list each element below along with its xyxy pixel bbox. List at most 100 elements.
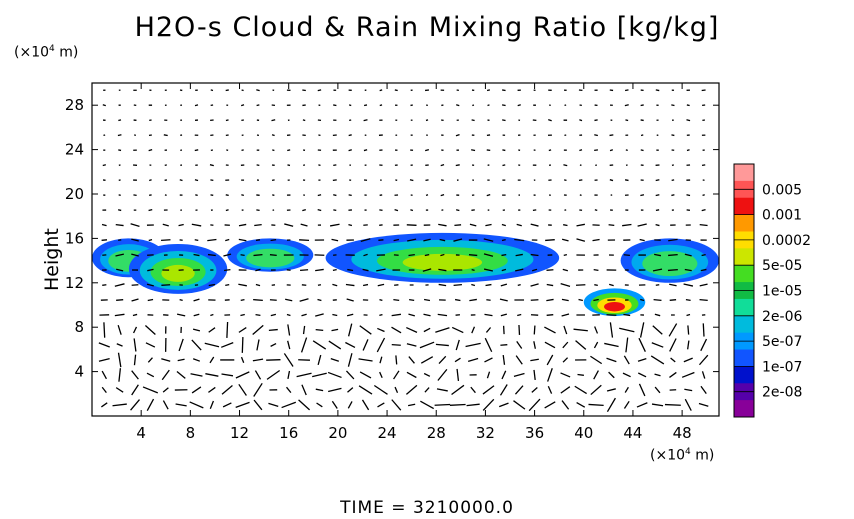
wind-arrow: [191, 386, 202, 394]
wind-arrow: [699, 223, 708, 227]
wind-arrow: [469, 223, 477, 227]
colorbar-swatch: [734, 248, 754, 266]
wind-arrow: [190, 373, 203, 377]
wind-arrow: [408, 356, 415, 364]
wind-arrow: [410, 209, 414, 212]
wind-arrow: [102, 284, 107, 286]
wind-arrow: [148, 238, 153, 242]
wind-arrow: [360, 238, 371, 243]
wind-arrow: [147, 298, 154, 302]
y-tick-label: 16: [65, 229, 84, 247]
colorbar-label: 0.001: [762, 208, 802, 224]
wind-arrow: [100, 402, 108, 408]
wind-arrow: [225, 283, 230, 287]
wind-arrow: [162, 387, 169, 393]
wind-arrow: [268, 402, 279, 408]
wind-arrow: [514, 238, 525, 242]
wind-arrow: [132, 313, 138, 317]
wind-arrow: [363, 253, 368, 257]
wind-arrow: [393, 238, 400, 242]
wind-arrow: [530, 283, 539, 287]
wind-arrow: [502, 354, 506, 365]
wind-arrow: [424, 253, 430, 257]
wind-arrow: [606, 357, 617, 363]
wind-arrow: [468, 254, 478, 257]
wind-arrow: [440, 164, 445, 167]
wind-arrow: [408, 313, 415, 317]
colorbar-swatch: [734, 265, 754, 283]
wind-arrow: [683, 357, 693, 363]
y-tick-label: 24: [65, 141, 84, 159]
wind-arrow: [331, 400, 338, 409]
wind-arrow: [194, 179, 199, 182]
wind-arrow: [484, 337, 493, 353]
wind-arrow: [563, 224, 568, 227]
wind-arrow: [513, 400, 526, 410]
wind-arrow: [669, 371, 677, 378]
wind-arrow: [178, 223, 184, 227]
wind-arrow: [668, 238, 678, 242]
wind-arrow: [302, 119, 306, 122]
wind-arrow: [517, 283, 521, 287]
wind-arrow: [683, 283, 694, 287]
x-axis: 4 8 12 16 20 24 28 32 36 40 44 48: [136, 83, 692, 442]
wind-arrow: [271, 119, 276, 122]
wind-arrow: [684, 268, 692, 272]
wind-arrow: [133, 194, 137, 197]
wind-arrow: [193, 298, 200, 302]
wind-arrow: [654, 253, 662, 257]
wind-arrow: [179, 298, 183, 302]
wind-arrow: [193, 253, 200, 257]
wind-arrow: [268, 328, 278, 332]
wind-arrow: [425, 119, 429, 122]
wind-arrow: [547, 385, 553, 394]
wind-arrow: [484, 357, 493, 363]
wind-arrow: [145, 342, 156, 348]
wind-arrow: [302, 89, 306, 92]
wind-arrow: [115, 253, 124, 257]
wind-arrow: [177, 358, 185, 362]
wind-arrow: [238, 223, 247, 227]
wind-arrow: [439, 238, 446, 242]
wind-arrow: [272, 194, 275, 197]
wind-arrow: [362, 339, 369, 351]
wind-arrow: [299, 298, 309, 302]
wind-arrow: [270, 342, 277, 347]
wind-arrow: [544, 341, 556, 349]
wind-arrow: [238, 283, 247, 287]
wind-arrow: [164, 164, 167, 167]
x-tick-label: 28: [427, 424, 446, 442]
wind-arrow: [332, 313, 338, 317]
wind-arrow: [391, 399, 402, 411]
wind-arrow: [391, 326, 402, 334]
wind-arrow: [449, 403, 466, 406]
wind-arrow: [315, 388, 324, 392]
wind-arrow: [625, 149, 628, 152]
wind-arrow: [376, 337, 386, 353]
wind-arrow: [266, 369, 281, 380]
wind-arrow: [345, 370, 355, 380]
wind-arrow: [671, 104, 675, 107]
wind-arrow: [499, 298, 508, 302]
wind-arrow: [391, 344, 401, 346]
y-tick-label: 12: [65, 274, 84, 292]
wind-arrow: [425, 149, 430, 152]
wind-arrow: [285, 298, 293, 302]
wind-arrow: [300, 269, 309, 272]
wind-arrow: [576, 402, 586, 408]
wind-arrow: [256, 209, 260, 212]
wind-arrow: [500, 283, 508, 287]
wind-arrow: [513, 372, 525, 378]
wind-arrow: [363, 149, 368, 152]
wind-arrow: [425, 194, 429, 197]
wind-arrow: [395, 179, 398, 182]
wind-arrow: [329, 223, 340, 227]
wind-arrow: [546, 283, 554, 287]
wind-arrow: [500, 344, 508, 346]
wind-arrow: [655, 89, 660, 92]
wind-arrow: [359, 371, 372, 379]
wind-arrow: [225, 238, 230, 242]
wind-arrow: [454, 224, 462, 226]
wind-arrow: [655, 223, 660, 227]
wind-arrow: [317, 298, 322, 302]
